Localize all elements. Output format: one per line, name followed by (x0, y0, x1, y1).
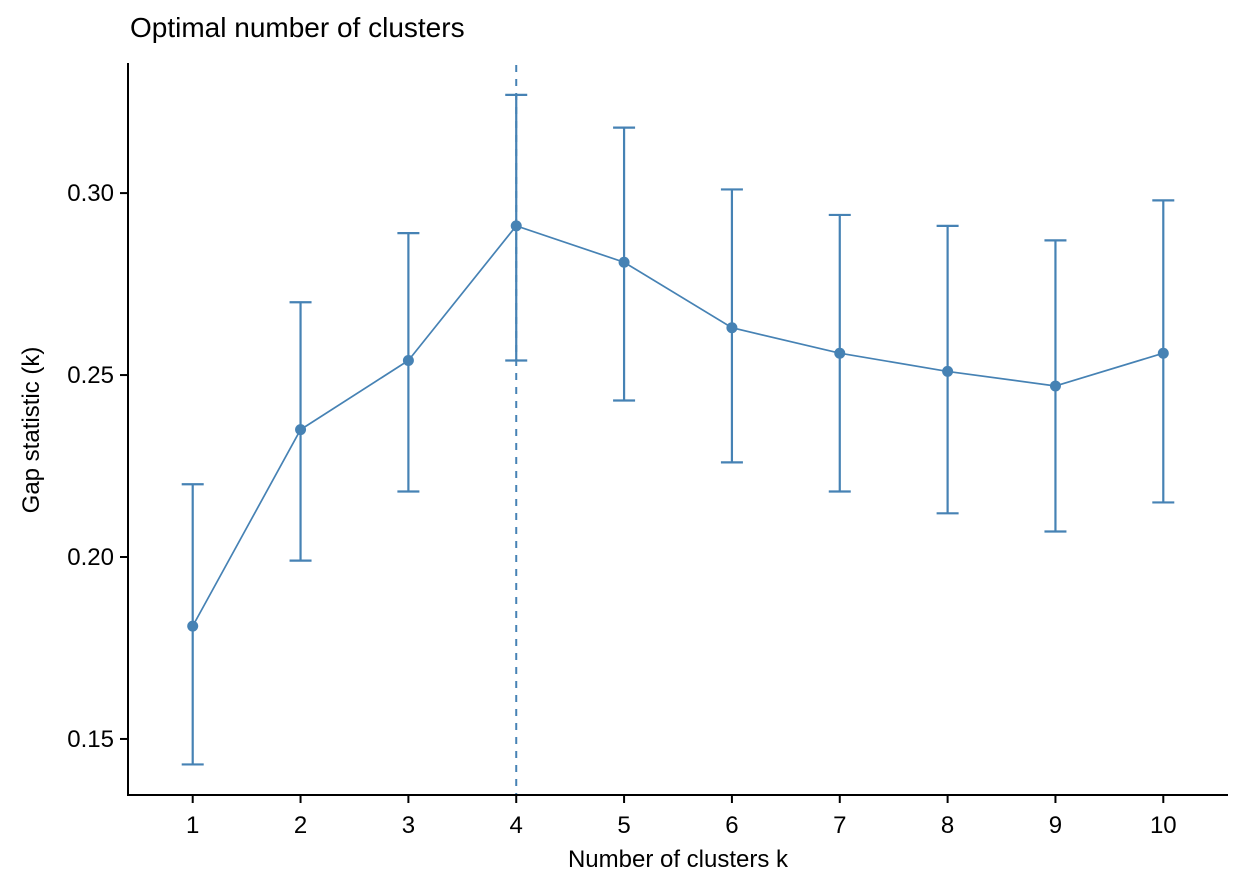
data-point (402, 354, 414, 366)
gap-statistic-line (191, 224, 1164, 627)
y-tick-label: 0.30 (67, 180, 114, 207)
x-tick-label: 10 (1150, 812, 1177, 839)
data-point (618, 256, 630, 268)
data-point (1157, 347, 1169, 359)
x-tick-label: 7 (833, 812, 846, 839)
y-axis-label: Gap statistic (k) (18, 346, 45, 514)
y-tick-label: 0.15 (67, 726, 114, 753)
x-tick-label: 2 (294, 812, 307, 839)
data-point (510, 220, 522, 232)
x-axis-label: Number of clusters k (567, 846, 789, 873)
data-point (834, 347, 846, 359)
x-tick-label: 9 (1049, 812, 1062, 839)
chart-title: Optimal number of clusters (130, 12, 465, 43)
x-tick-label: 4 (510, 812, 523, 839)
x-tick-label: 5 (617, 812, 630, 839)
x-tick-label: 8 (941, 812, 954, 839)
y-tick-label: 0.25 (67, 362, 114, 389)
axes-lines (127, 63, 1228, 796)
data-point (1049, 380, 1061, 392)
data-point (726, 322, 738, 334)
y-tick-label: 0.20 (67, 544, 114, 571)
x-tick-label: 6 (725, 812, 738, 839)
data-point (942, 365, 954, 377)
x-tick-label: 1 (186, 812, 199, 839)
x-tick-label: 3 (402, 812, 415, 839)
data-point (295, 424, 307, 436)
data-point (187, 620, 199, 632)
